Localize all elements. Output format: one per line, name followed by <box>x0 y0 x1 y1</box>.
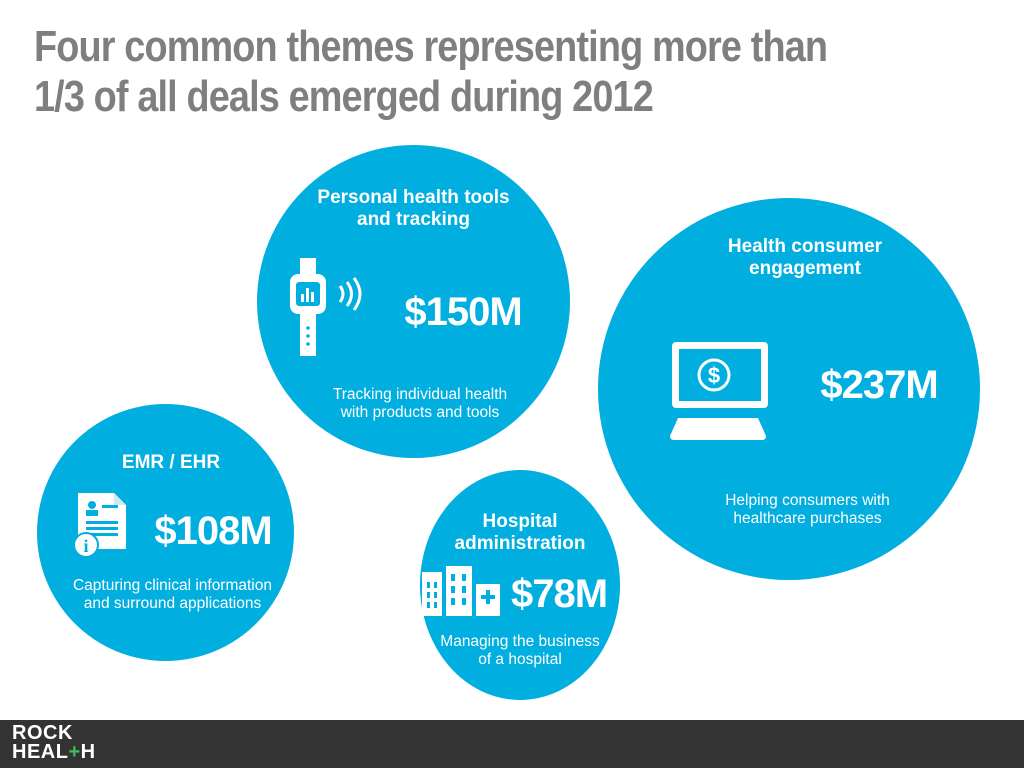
slide-title-line-2: 1/3 of all deals emerged during 2012 <box>34 72 654 121</box>
theme-title-emr-ehr: EMR / EHR <box>121 452 221 473</box>
theme-description-hospital-administration: Managing the business of a hospital <box>440 633 600 668</box>
theme-description-health-consumer-engagement: Helping consumers with healthcare purcha… <box>725 492 890 527</box>
computer-dollar-icon: $ <box>670 342 768 440</box>
theme-amount-personal-health-tools: $150M <box>404 290 522 334</box>
theme-amount-emr-ehr: $108M <box>154 509 272 553</box>
footer-bar <box>0 720 1024 768</box>
theme-description-emr-ehr: Capturing clinical information and surro… <box>72 577 272 612</box>
theme-description-personal-health-tools: Tracking individual health with products… <box>332 386 508 421</box>
logo-plus-icon: + <box>68 741 81 763</box>
theme-amount-hospital-administration: $78M <box>510 572 608 616</box>
logo-line-1: ROCK <box>12 722 73 744</box>
theme-amount-health-consumer-engagement: $237M <box>820 363 938 407</box>
svg-text:i: i <box>83 536 88 556</box>
rock-health-logo: ROCK HEAL+H <box>12 722 96 763</box>
theme-title-personal-health-tools: Personal health tools and tracking <box>317 187 510 230</box>
svg-text:$: $ <box>708 363 720 388</box>
slide-title: Four common themes representing more tha… <box>34 22 860 122</box>
medical-record-icon: i <box>73 493 126 558</box>
theme-title-health-consumer-engagement: Health consumer engagement <box>727 236 883 279</box>
logo-line-2: HEAL+H <box>12 741 96 763</box>
hospital-buildings-icon <box>422 566 500 616</box>
wearable-device-icon <box>290 258 362 356</box>
bubble-health-consumer-engagement <box>598 198 980 580</box>
theme-title-hospital-administration: Hospital administration <box>454 511 586 554</box>
slide-title-line-1: Four common themes representing more tha… <box>34 22 828 71</box>
